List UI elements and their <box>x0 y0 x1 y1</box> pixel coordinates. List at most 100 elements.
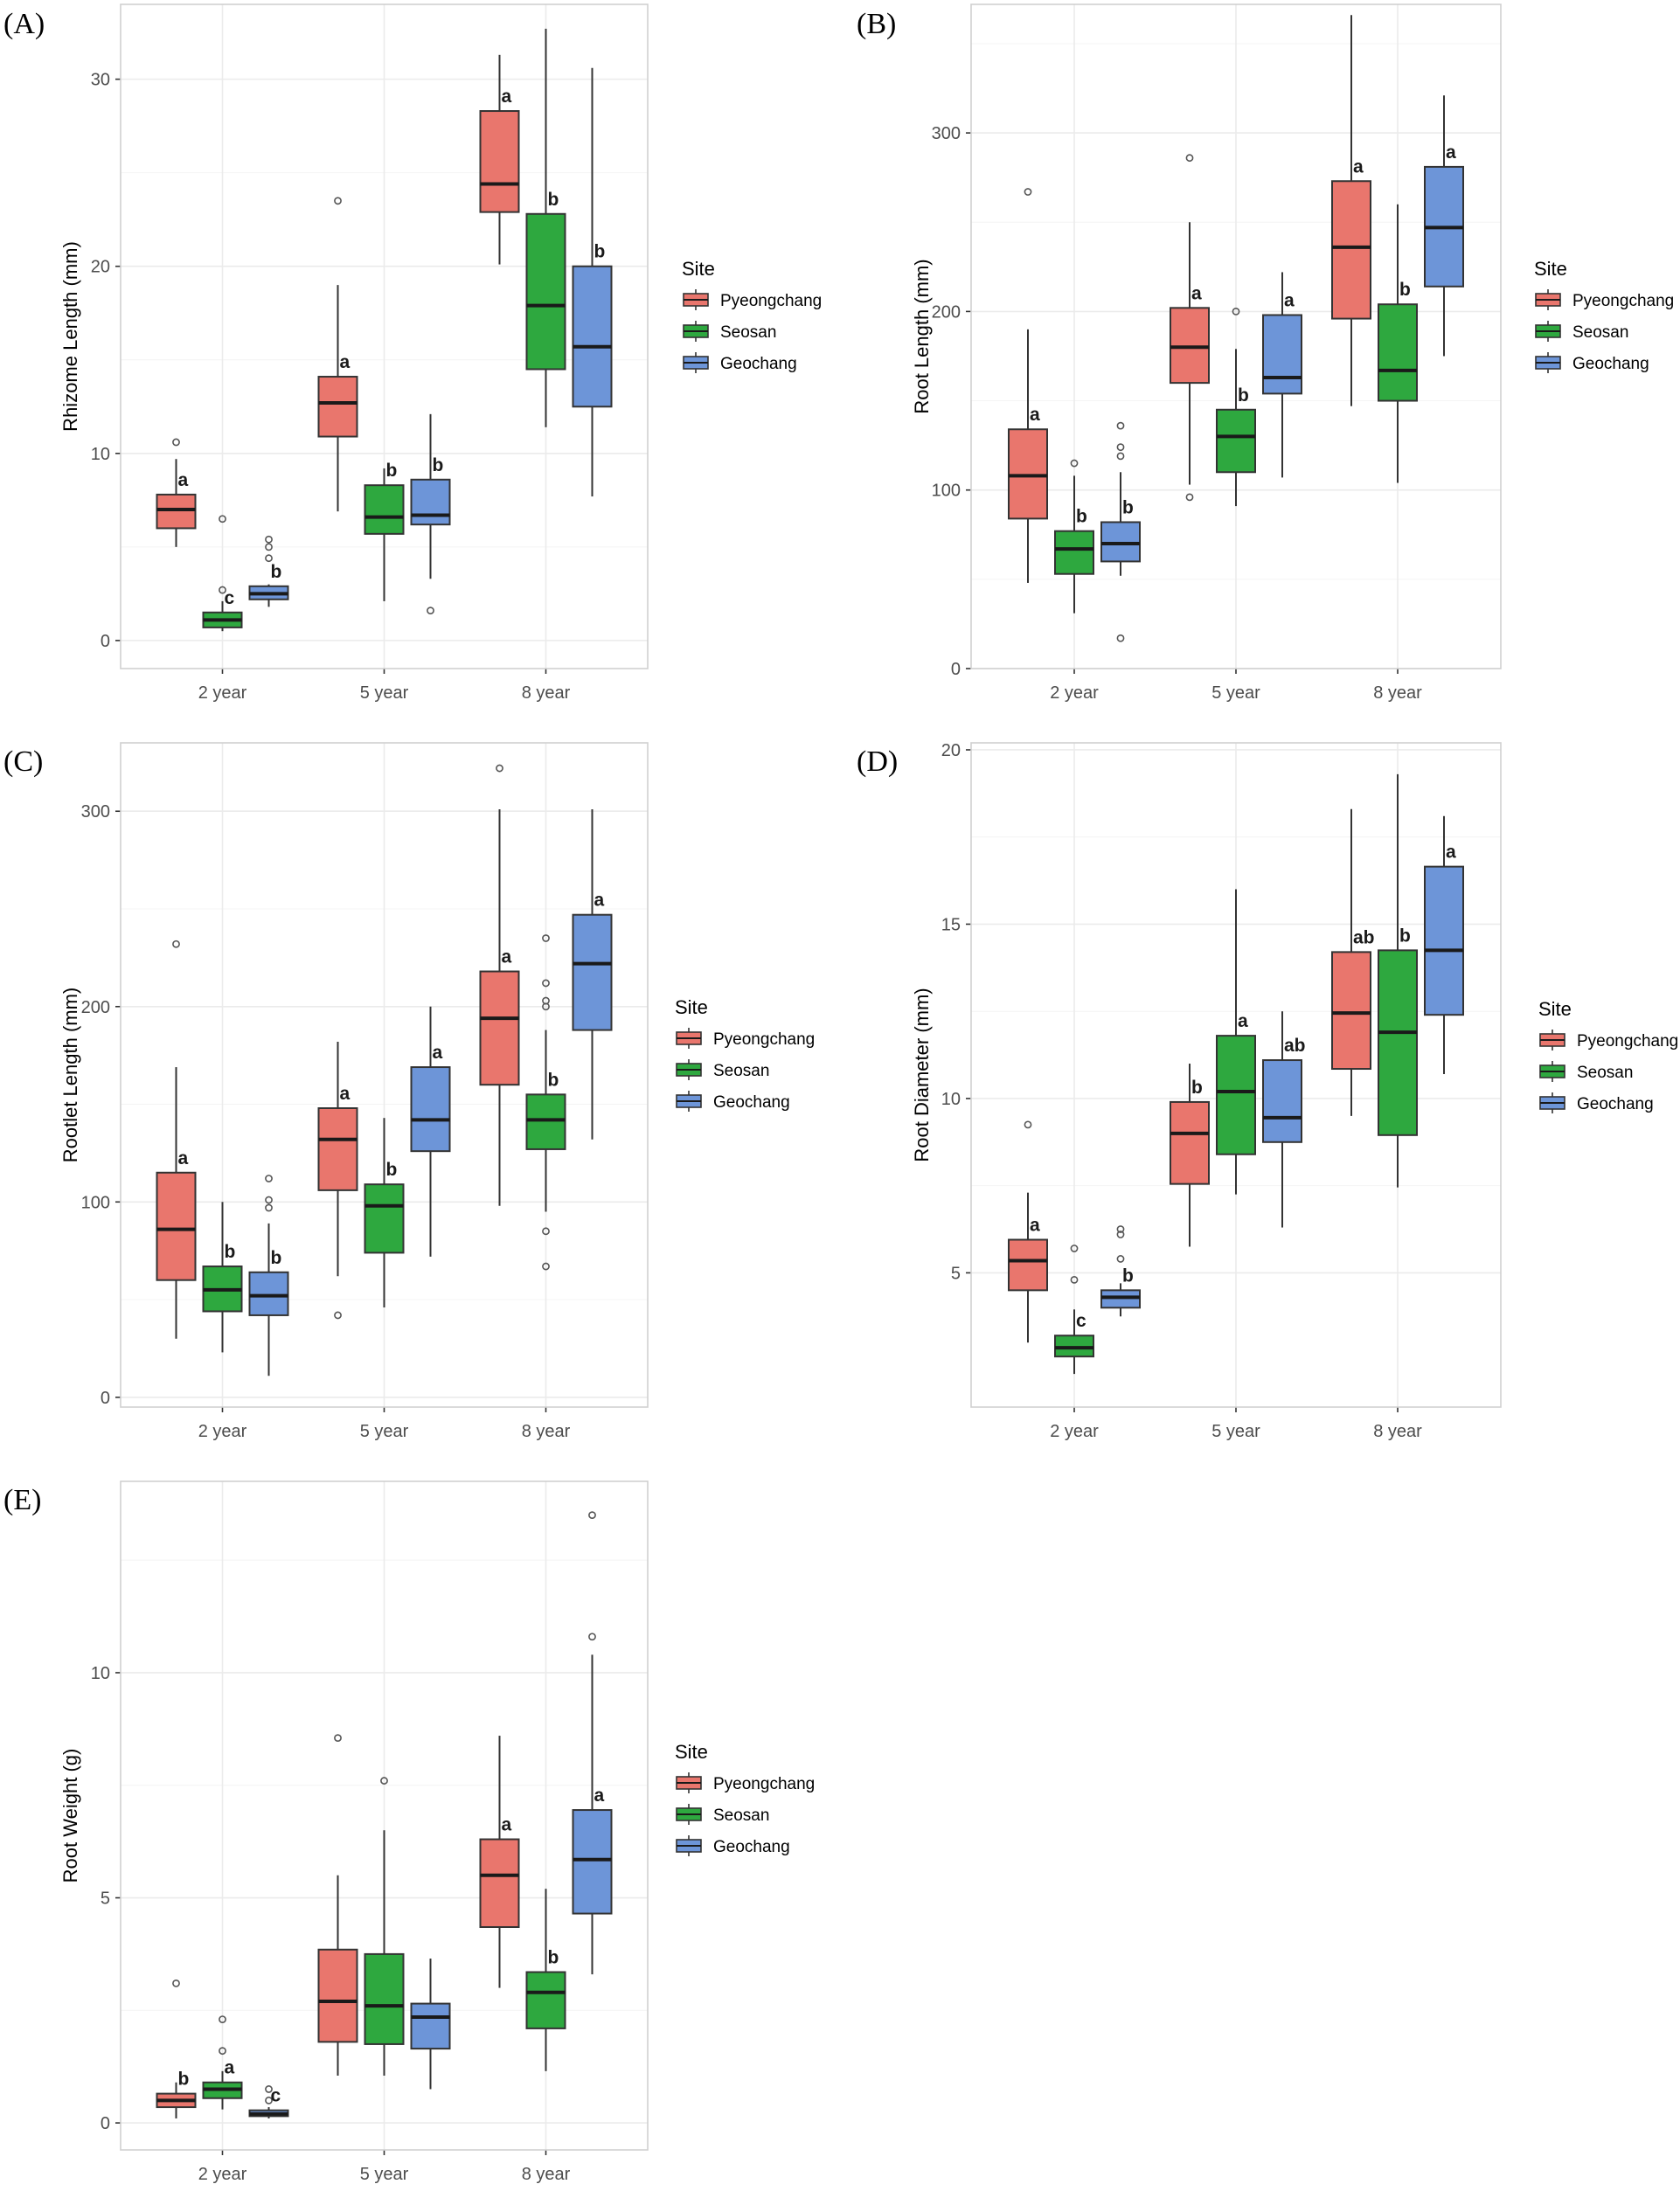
y-axis-label: Rhizome Length (mm) <box>59 241 81 432</box>
outlier-point <box>1070 1275 1079 1284</box>
panel-label: (D) <box>857 745 898 778</box>
x-tick-label: 8 year <box>522 2165 571 2184</box>
outlier-point <box>219 586 226 594</box>
significance-letter: a <box>502 87 512 107</box>
box-seosan-5-year: a <box>1216 889 1256 1195</box>
box-geochang-2-year: b <box>248 1175 289 1376</box>
box-iqr <box>1170 1100 1210 1185</box>
legend-label-pyeongchang: Pyeongchang <box>713 1030 815 1049</box>
y-tick-label: 0 <box>101 1389 110 1408</box>
x-tick-label: 2 year <box>198 2165 247 2184</box>
box-iqr <box>364 1952 405 2045</box>
legend: Site Pyeongchang Seosan Geochang <box>1538 998 1678 1113</box>
box-seosan-5-year: b <box>364 461 405 601</box>
panel-c: 0 100 200 300 2 year 5 year 8 year a a a b b b b a a (C)… <box>3 742 815 1441</box>
y-tick-label: 30 <box>91 71 110 90</box>
outlier-point <box>1116 421 1125 430</box>
significance-letter: a <box>1353 156 1364 177</box>
significance-letter: b <box>225 1242 236 1262</box>
box-seosan-2-year: c <box>202 515 243 632</box>
box-iqr <box>1008 1238 1048 1292</box>
outlier-point <box>1232 307 1240 315</box>
x-tick-label: 8 year <box>1373 683 1422 703</box>
y-axis-label: Rootlet Length (mm) <box>59 988 81 1163</box>
box-iqr <box>572 1809 613 1915</box>
panel-a: 0 10 20 30 2 year 5 year 8 year a a a c b b b b b (A) Rhi… <box>3 3 822 703</box>
outlier-point <box>542 934 550 942</box>
outlier-point <box>265 1175 273 1182</box>
legend-title: Site <box>675 996 708 1018</box>
significance-letter: a <box>1030 1216 1040 1236</box>
box-seosan-2-year: a <box>202 2015 243 2110</box>
significance-letter: a <box>225 2058 235 2078</box>
x-tick-label: 2 year <box>1050 1422 1099 1441</box>
legend: Site Pyeongchang Seosan Geochang <box>675 996 815 1112</box>
box-iqr <box>1262 314 1302 395</box>
box-seosan-5-year: b <box>364 1118 405 1307</box>
significance-letter: a <box>1284 290 1295 310</box>
significance-letter: a <box>594 1785 605 1806</box>
significance-letter: b <box>386 1160 398 1180</box>
outlier-point <box>588 1511 596 1520</box>
box-iqr <box>479 1838 520 1928</box>
legend-key-geochang <box>1539 1092 1565 1113</box>
box-geochang-2-year: b <box>248 535 289 607</box>
x-tick-label: 5 year <box>1211 683 1260 703</box>
legend-key-seosan <box>1539 1061 1565 1082</box>
legend-key-seosan <box>1535 321 1561 342</box>
significance-letter: c <box>271 2086 281 2106</box>
box-geochang-5-year <box>410 1959 451 2090</box>
outlier-point <box>1116 443 1125 452</box>
y-tick-label: 5 <box>101 1889 110 1909</box>
box-geochang-5-year: a <box>1262 272 1302 478</box>
box-pyeongchang-5-year: a <box>1170 154 1210 502</box>
box-iqr <box>156 493 197 530</box>
box-iqr <box>1262 1059 1302 1143</box>
panel-label: (A) <box>3 8 45 40</box>
significance-letter: b <box>1122 497 1134 517</box>
y-axis-label: Root Length (mm) <box>911 259 933 413</box>
outlier-point <box>334 197 342 205</box>
box-pyeongchang-8-year: a <box>479 54 520 265</box>
y-tick-label: 5 <box>951 1264 961 1283</box>
outlier-point <box>334 1734 342 1743</box>
legend-key-pyeongchang <box>1535 289 1561 310</box>
box-iqr <box>572 265 613 408</box>
box-seosan-2-year: b <box>1054 459 1094 614</box>
box-iqr <box>410 1066 451 1153</box>
box-iqr <box>572 913 613 1031</box>
box-geochang-8-year: b <box>572 67 613 497</box>
outlier-point <box>265 1203 273 1212</box>
legend-label-pyeongchang: Pyeongchang <box>1572 292 1674 310</box>
legend-key-pyeongchang <box>676 1772 702 1793</box>
box-geochang-2-year: c <box>248 2085 289 2118</box>
box-pyeongchang-2-year: a <box>1008 1120 1048 1343</box>
y-tick-label: 200 <box>932 302 961 322</box>
x-tick-label: 8 year <box>1373 1422 1422 1441</box>
box-pyeongchang-5-year: a <box>317 1042 358 1320</box>
significance-letter: ab <box>1353 927 1375 947</box>
x-tick-label: 2 year <box>198 683 247 703</box>
significance-letter: b <box>548 190 559 210</box>
box-seosan-8-year: b <box>1378 204 1418 483</box>
plot-border <box>120 1480 649 2151</box>
outlier-point <box>542 979 550 988</box>
significance-letter: b <box>1238 385 1249 406</box>
box-iqr <box>1008 428 1048 520</box>
x-tick-label: 5 year <box>360 683 409 703</box>
significance-letter: b <box>594 242 606 262</box>
legend: Site Pyeongchang Seosan Geochang <box>1534 258 1674 373</box>
box-geochang-8-year: a <box>572 1511 613 1975</box>
legend-key-pyeongchang <box>676 1028 702 1049</box>
significance-letter: b <box>1399 926 1411 946</box>
legend-key-seosan <box>676 1059 702 1080</box>
outlier-point <box>542 1227 550 1236</box>
legend: Site Pyeongchang Seosan Geochang <box>675 1741 815 1856</box>
significance-letter: c <box>225 588 235 608</box>
outlier-point <box>1070 459 1079 468</box>
legend-key-geochang <box>1535 352 1561 373</box>
legend-label-geochang: Geochang <box>1572 355 1649 373</box>
legend-key-seosan <box>676 1804 702 1825</box>
panel-e: 0 5 10 2 year 5 year 8 year b a a b c a (E) Root Weig… <box>3 1480 815 2184</box>
box-pyeongchang-5-year: b <box>1170 1064 1210 1247</box>
